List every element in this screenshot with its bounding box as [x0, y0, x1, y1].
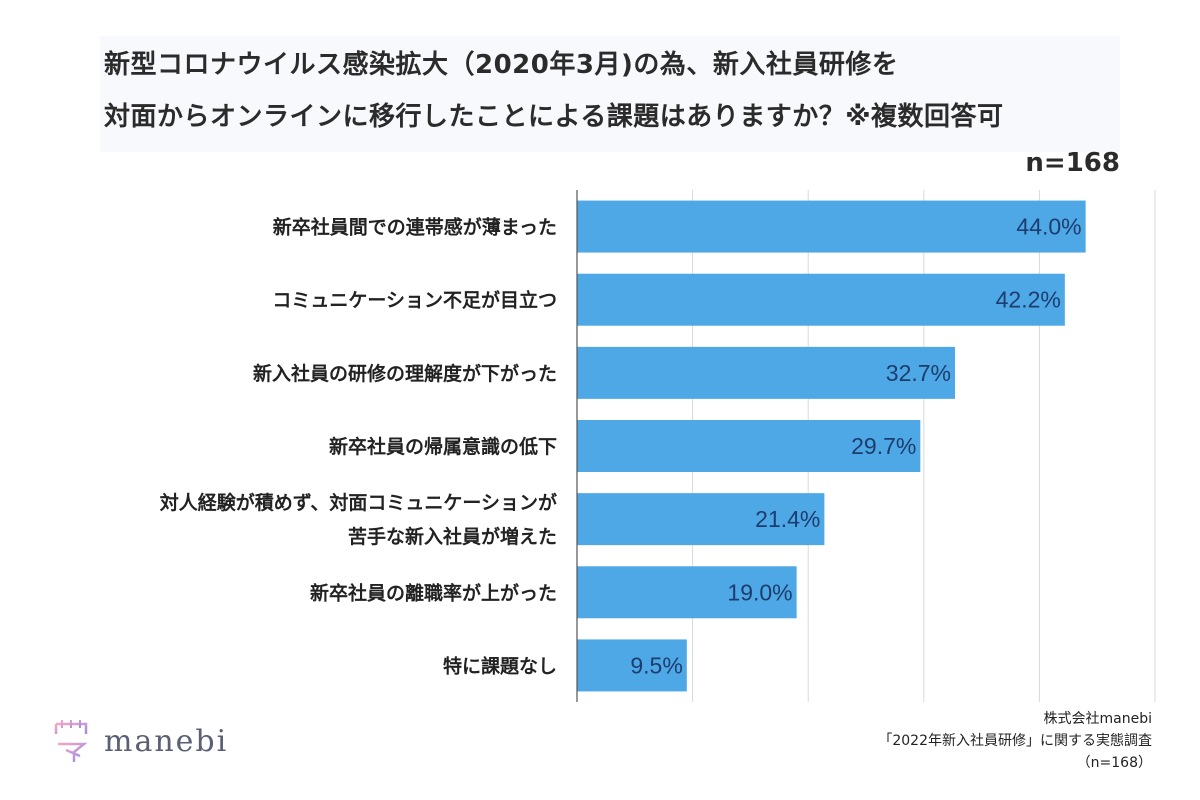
- source-note: 株式会社manebi 「2022年新入社員研修」に関する実態調査 （n=168）: [878, 708, 1152, 774]
- source-sample: （n=168）: [1076, 755, 1152, 771]
- bar-4: [577, 493, 825, 546]
- category-label-1: コミュニケーション不足が目立つ: [272, 289, 557, 312]
- manebi-logo-text: manebi: [104, 723, 229, 759]
- source-survey: 「2022年新入社員研修」に関する実態調査: [878, 733, 1152, 749]
- manebi-logo-icon: [54, 720, 88, 762]
- value-label-2: 32.7%: [886, 360, 951, 386]
- bar-1: [577, 273, 1065, 326]
- manebi-logo: manebi: [48, 718, 228, 764]
- value-label-1: 42.2%: [996, 287, 1061, 313]
- bar-5: [577, 566, 797, 619]
- bar-0: [577, 200, 1086, 253]
- value-label-6: 9.5%: [630, 652, 682, 678]
- chart-title-line-2: 対面からオンラインに移行したことによる課題はありますか？※複数回答可: [104, 102, 1004, 132]
- bar-6: [577, 639, 687, 692]
- value-label-3: 29.7%: [851, 433, 916, 459]
- category-label-4-0: 対人経験が積めず、対面コミュニケーションが: [159, 491, 557, 514]
- category-label-4-1: 苦手な新入社員が増えた: [348, 525, 557, 548]
- category-label-2: 新入社員の研修の理解度が下がった: [253, 362, 557, 385]
- sample-size-label: n=168: [1025, 148, 1120, 178]
- chart-title-line-1: 新型コロナウイルス感染拡大（2020年3月)の為、新入社員研修を: [104, 50, 899, 80]
- category-label-3: 新卒社員の帰属意識の低下: [329, 435, 557, 458]
- value-label-5: 19.0%: [727, 579, 792, 605]
- value-label-0: 44.0%: [1016, 214, 1081, 240]
- bar-3: [577, 420, 921, 472]
- category-label-6: 特に課題なし: [443, 654, 557, 677]
- category-label-0: 新卒社員間での連帯感が薄まった: [273, 216, 557, 239]
- title-background: [100, 36, 1120, 152]
- bar-2: [577, 346, 956, 399]
- value-label-4: 21.4%: [755, 506, 820, 532]
- source-company: 株式会社manebi: [1043, 711, 1152, 727]
- category-label-5: 新卒社員の離職率が上がった: [310, 581, 557, 604]
